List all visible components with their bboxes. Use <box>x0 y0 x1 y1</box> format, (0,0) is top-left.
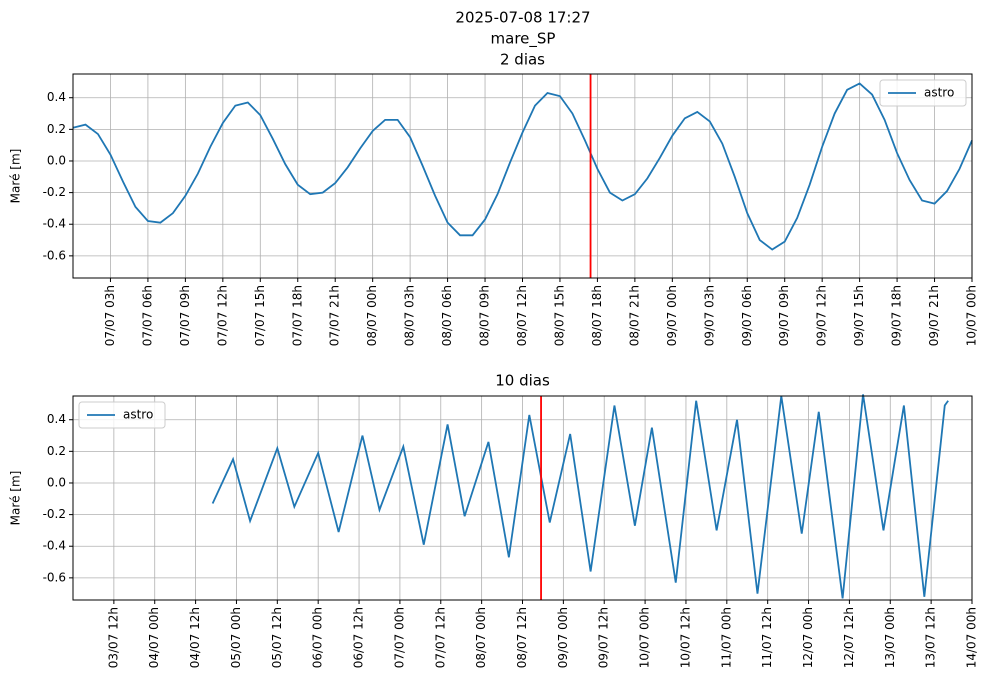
y-tick-label: -0.4 <box>43 539 66 553</box>
x-tick-label: 09/07 12h <box>815 285 829 346</box>
x-tick-label: 07/07 15h <box>253 285 267 346</box>
x-tick-label: 11/07 00h <box>719 607 733 668</box>
x-tick-label: 07/07 00h <box>392 607 406 668</box>
x-tick-label: 03/07 12h <box>106 607 120 668</box>
x-tick-label: 06/07 00h <box>311 607 325 668</box>
x-tick-label: 12/07 12h <box>842 607 856 668</box>
x-tick-label: 07/07 12h <box>215 285 229 346</box>
x-tick-label: 09/07 00h <box>665 285 679 346</box>
data-line <box>72 82 973 251</box>
legend-box <box>78 401 166 429</box>
x-tick-label: 05/07 12h <box>270 607 284 668</box>
x-tick-label: 09/07 21h <box>927 285 941 346</box>
x-tick-label: 09/07 15h <box>852 285 866 346</box>
x-tick-label: 13/07 00h <box>883 607 897 668</box>
figure-title: 2025-07-08 17:27 <box>455 9 590 27</box>
x-tick-label: 08/07 03h <box>403 285 417 346</box>
y-tick-label: -0.6 <box>43 570 66 584</box>
legend: astro <box>78 401 166 429</box>
figure-subtitle: mare_SP <box>491 30 556 49</box>
x-tick-label: 14/07 00h <box>965 607 979 668</box>
y-tick-label: -0.4 <box>43 217 66 231</box>
x-tick-label: 10/07 12h <box>678 607 692 668</box>
chart-title: 2 dias <box>500 51 545 69</box>
legend-box <box>879 79 967 107</box>
x-tick-label: 09/07 09h <box>777 285 791 346</box>
x-tick-label: 11/07 12h <box>760 607 774 668</box>
y-tick-label: -0.2 <box>43 185 66 199</box>
x-tick-label: 09/07 03h <box>702 285 716 346</box>
plot-frame <box>72 73 973 279</box>
x-tick-label: 09/07 18h <box>890 285 904 346</box>
x-tick-label: 07/07 12h <box>433 607 447 668</box>
x-tick-label: 09/07 06h <box>740 285 754 346</box>
legend: astro <box>879 79 967 107</box>
y-tick-label: 0.4 <box>47 90 66 104</box>
data-line <box>211 394 949 599</box>
y-tick-label: 0.0 <box>47 153 66 167</box>
y-tick-label: -0.2 <box>43 507 66 521</box>
x-tick-label: 08/07 00h <box>365 285 379 346</box>
y-tick-label: 0.2 <box>47 444 66 458</box>
y-tick-label: 0.0 <box>47 475 66 489</box>
x-tick-label: 13/07 12h <box>924 607 938 668</box>
x-tick-label: 07/07 09h <box>178 285 192 346</box>
x-tick-label: 06/07 12h <box>352 607 366 668</box>
x-tick-label: 07/07 18h <box>290 285 304 346</box>
legend-label: astro <box>123 408 153 422</box>
x-tick-label: 07/07 06h <box>140 285 154 346</box>
x-tick-label: 04/07 00h <box>147 607 161 668</box>
x-tick-label: 04/07 12h <box>188 607 202 668</box>
plot-frame <box>72 395 973 601</box>
x-tick-label: 09/07 12h <box>597 607 611 668</box>
x-tick-label: 05/07 00h <box>229 607 243 668</box>
x-tick-label: 08/07 18h <box>590 285 604 346</box>
x-tick-label: 08/07 12h <box>515 607 529 668</box>
x-tick-label: 08/07 06h <box>440 285 454 346</box>
legend-label: astro <box>924 86 954 100</box>
x-tick-label: 08/07 12h <box>515 285 529 346</box>
x-tick-label: 08/07 09h <box>478 285 492 346</box>
x-tick-label: 10/07 00h <box>965 285 979 346</box>
chart-title: 10 dias <box>495 372 550 390</box>
x-tick-label: 10/07 00h <box>638 607 652 668</box>
x-tick-label: 07/07 03h <box>103 285 117 346</box>
x-tick-label: 07/07 21h <box>328 285 342 346</box>
x-tick-label: 09/07 00h <box>556 607 570 668</box>
x-tick-label: 12/07 00h <box>801 607 815 668</box>
x-tick-label: 08/07 15h <box>552 285 566 346</box>
y-axis-label: Maré [m] <box>9 149 23 204</box>
y-axis-label: Maré [m] <box>9 471 23 526</box>
x-tick-label: 08/07 21h <box>627 285 641 346</box>
y-tick-label: 0.2 <box>47 122 66 136</box>
y-tick-label: -0.6 <box>43 248 66 262</box>
y-tick-label: 0.4 <box>47 412 66 426</box>
x-tick-label: 08/07 00h <box>474 607 488 668</box>
